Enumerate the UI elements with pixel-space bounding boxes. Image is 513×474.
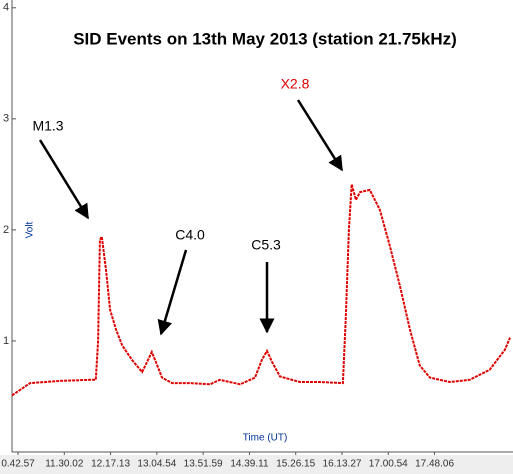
annotation: X2.8 <box>281 76 310 92</box>
y-axis-label: Volt <box>25 221 36 238</box>
x-tick-label: 15.26.15 <box>276 459 315 470</box>
x-axis-label: Time (UT) <box>243 433 288 444</box>
arrow <box>296 99 344 172</box>
x-tick-label: 11.30.02 <box>45 459 84 470</box>
x-tick-label: 17.00.54 <box>369 459 408 470</box>
y-tick-label: 3 <box>3 113 9 125</box>
annotation: C4.0 <box>175 227 205 243</box>
y-tick-label: 2 <box>3 224 9 236</box>
arrow <box>38 139 90 220</box>
annotation: M1.3 <box>32 118 63 134</box>
x-tick-label: 13.51.59 <box>184 459 223 470</box>
y-tick-label: 4 <box>3 2 9 14</box>
data-line <box>11 184 511 397</box>
arrow <box>157 249 188 336</box>
x-tick-label: 13.04.54 <box>137 459 176 470</box>
chart-title: SID Events on 13th May 2013 (station 21.… <box>73 29 457 48</box>
annotation: C5.3 <box>251 237 281 253</box>
y-tick-label: 1 <box>3 335 9 347</box>
x-label-strip <box>0 455 513 474</box>
x-tick-label: 17.48.06 <box>415 459 454 470</box>
x-tick-label: 16.13.27 <box>323 459 362 470</box>
x-tick-label: 0.42.57 <box>1 459 35 470</box>
x-tick-label: 12.17.13 <box>91 459 130 470</box>
x-tick-label: 14.39.11 <box>230 459 269 470</box>
